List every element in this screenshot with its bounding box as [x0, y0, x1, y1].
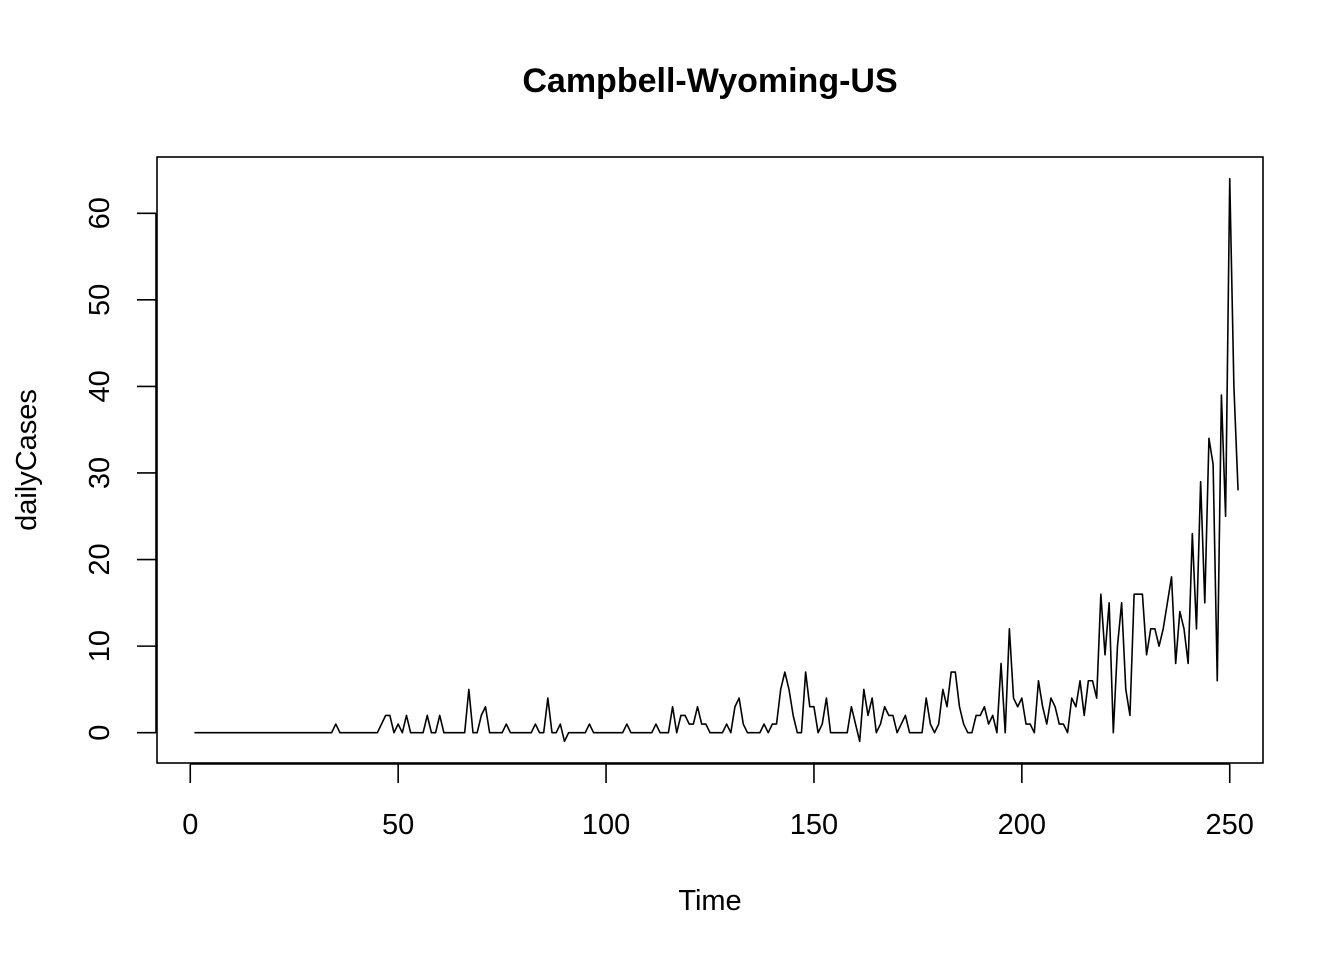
y-axis-label: dailyCases [11, 389, 43, 531]
x-tick-label: 250 [1206, 809, 1254, 841]
x-tick-label: 150 [790, 809, 838, 841]
y-tick-label: 50 [84, 284, 116, 316]
x-axis: 0 50 100 150 200 250 [182, 763, 1254, 841]
y-tick-label: 0 [84, 725, 116, 741]
y-tick-label: 40 [84, 370, 116, 402]
x-tick-label: 50 [382, 809, 414, 841]
plot-frame [156, 156, 1264, 764]
x-tick-label: 0 [182, 809, 198, 841]
chart-title: Campbell-Wyoming-US [522, 62, 897, 100]
y-tick-label: 60 [84, 197, 116, 229]
y-tick-label: 10 [84, 630, 116, 662]
x-tick-label: 100 [582, 809, 630, 841]
daily-cases-series-line [194, 177, 1239, 743]
y-tick-label: 30 [84, 457, 116, 489]
x-axis-label: Time [678, 885, 741, 917]
x-tick-label: 200 [998, 809, 1046, 841]
y-axis: 0 10 20 30 40 50 60 [84, 197, 157, 741]
y-tick-label: 20 [84, 543, 116, 575]
